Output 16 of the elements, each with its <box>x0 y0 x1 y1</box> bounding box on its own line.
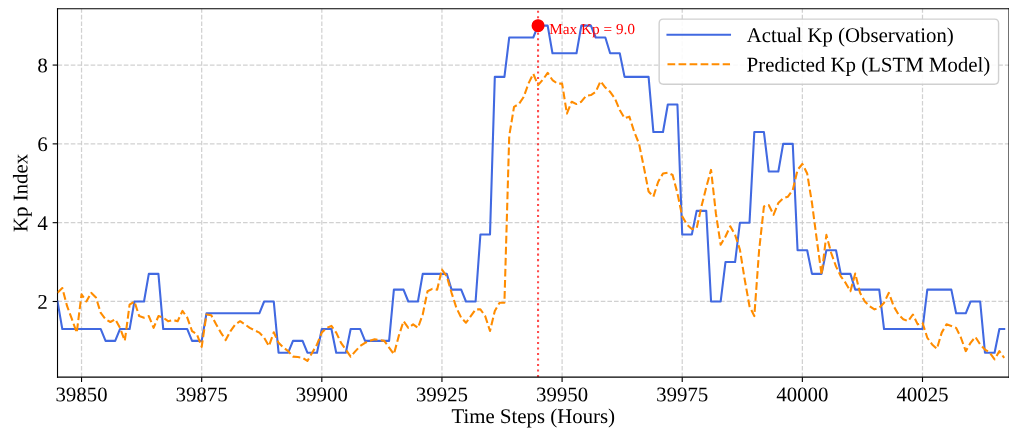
y-axis-title: Kp Index <box>12 154 32 232</box>
y-tick-label: 8 <box>38 58 47 73</box>
x-tick-label: 40025 <box>896 387 948 402</box>
y-tick-label: 4 <box>37 216 48 230</box>
x-tick-label: 39950 <box>537 387 588 402</box>
x-tick-label: 39925 <box>416 387 468 402</box>
legend-label: Predicted Kp (LSTM Model) <box>747 57 990 76</box>
x-tick-label: 39850 <box>56 387 107 402</box>
legend-label: Actual Kp (Observation) <box>746 27 953 47</box>
x-tick-label: 39975 <box>657 387 708 402</box>
x-tick-label: 39875 <box>176 387 227 402</box>
x-tick-label: 40000 <box>776 387 828 402</box>
x-axis-title: Time Steps (Hours) <box>451 408 615 428</box>
x-tick-label: 39900 <box>296 387 348 402</box>
y-tick-label: 6 <box>38 137 48 152</box>
y-tick-label: 2 <box>38 294 47 309</box>
